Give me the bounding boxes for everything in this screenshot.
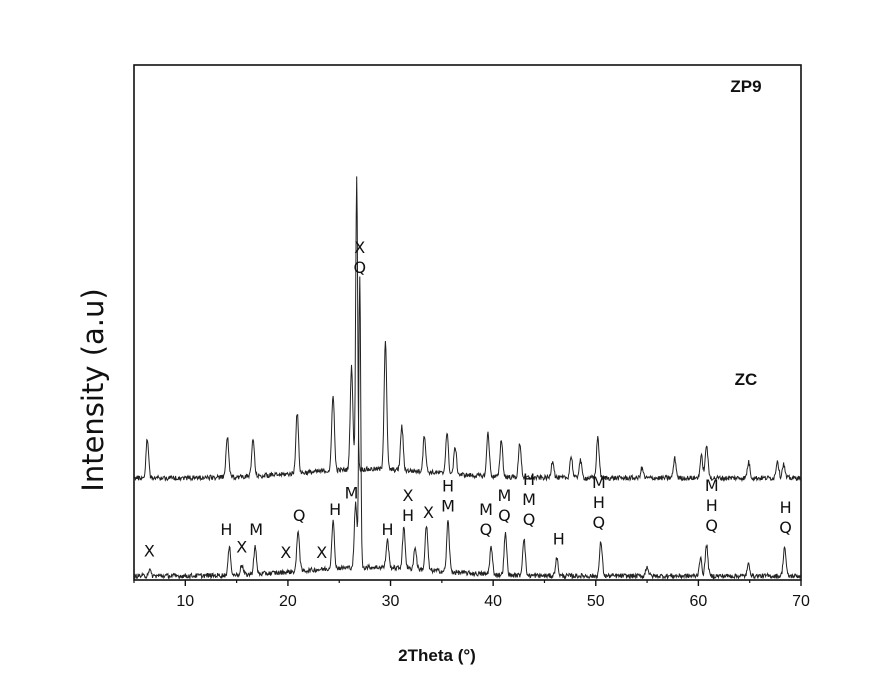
x-tick-label: 30 [382, 593, 400, 610]
peak-label: Q [593, 513, 606, 532]
peak-label: Q [480, 520, 493, 539]
peak-label: X [236, 537, 247, 556]
x-tick-label: 10 [176, 593, 194, 610]
peak-label: H [381, 520, 393, 539]
peak-label: M [498, 486, 512, 505]
peak-label: X [144, 541, 155, 560]
peak-label: X [402, 486, 413, 505]
peak-label: H [553, 530, 565, 549]
peak-label: H [523, 470, 535, 489]
peak-label: Q [353, 258, 366, 277]
x-axis-title: 2Theta (°) [398, 646, 476, 665]
series-label-zp9: ZP9 [730, 77, 761, 96]
peak-label: M [249, 520, 263, 539]
peak-label: H [220, 520, 232, 539]
series-line-zc [134, 276, 802, 581]
plot-frame [133, 64, 802, 581]
x-tick-label: 60 [689, 593, 707, 610]
peak-label: X [316, 543, 327, 562]
peak-label: M [479, 500, 493, 519]
plot-area [133, 64, 802, 581]
series-label-zc: ZC [735, 370, 758, 389]
x-axis: 10 20 30 40 50 60 70 [133, 580, 810, 610]
peak-label: H [402, 506, 414, 525]
peak-label: M [522, 490, 536, 509]
x-tick-label: 70 [792, 593, 810, 610]
peak-label: H [593, 493, 605, 512]
x-tick-label: 20 [279, 593, 297, 610]
peak-label: Q [779, 518, 792, 537]
peak-label: Q [523, 510, 536, 529]
traces: ZP9 ZC [133, 77, 802, 581]
x-tick-label: 40 [484, 593, 502, 610]
peak-label: M [345, 484, 359, 503]
peak-label: X [423, 503, 434, 522]
peak-label: M [441, 496, 455, 515]
peak-label: X [280, 543, 291, 562]
peak-label: Q [293, 506, 306, 525]
peak-label: Q [705, 516, 718, 535]
peak-label: Q [498, 506, 511, 525]
x-tick-label: 50 [587, 593, 605, 610]
peak-label: X [354, 238, 365, 257]
peak-label: M [592, 473, 606, 492]
peak-label: H [706, 496, 718, 515]
y-axis-title: Intensity (a.u) [76, 288, 110, 491]
peak-label: H [442, 476, 454, 495]
peak-label: H [780, 498, 792, 517]
series-line-zp9 [133, 176, 802, 483]
peak-label: M [705, 476, 719, 495]
peak-label: H [329, 500, 341, 519]
